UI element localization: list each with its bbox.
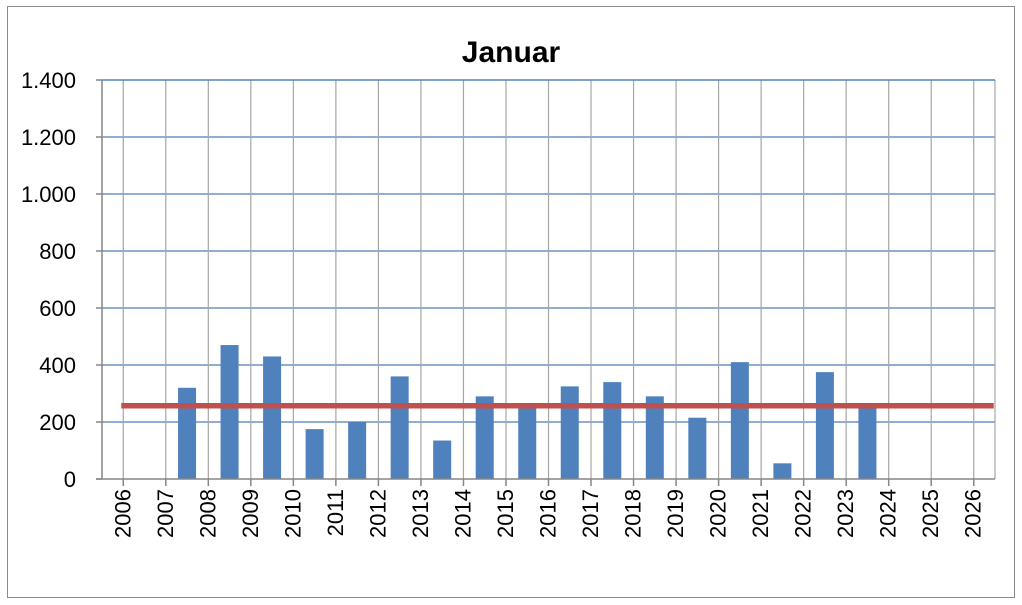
x-tick-label: 2023 xyxy=(833,489,858,538)
y-tick-label: 800 xyxy=(39,239,76,264)
x-tick-label: 2013 xyxy=(408,489,433,538)
x-tick-label: 2025 xyxy=(918,489,943,538)
y-tick-label: 600 xyxy=(39,296,76,321)
x-tick-label: 2017 xyxy=(578,489,603,538)
bar-2014 xyxy=(475,396,494,479)
chart-title: Januar xyxy=(462,36,561,69)
y-tick-label: 1.000 xyxy=(21,182,76,207)
x-tick-label: 2014 xyxy=(450,489,475,538)
x-tick-label: 2020 xyxy=(706,489,731,538)
bar-2008 xyxy=(220,345,239,479)
bar-2007 xyxy=(178,387,197,479)
bar-2013 xyxy=(433,440,452,479)
bar-2011 xyxy=(348,422,367,479)
y-tick-label: 1.400 xyxy=(21,68,76,93)
x-tick-label: 2021 xyxy=(748,489,773,538)
bar-2009 xyxy=(263,356,282,479)
x-tick-label: 2016 xyxy=(536,489,561,538)
bar-2016 xyxy=(560,386,579,479)
y-tick-label: 0 xyxy=(64,467,76,492)
bar-2021 xyxy=(773,463,792,479)
y-tick-label: 1.200 xyxy=(21,125,76,150)
bar-2017 xyxy=(603,382,622,479)
x-tick-label: 2006 xyxy=(110,489,135,538)
x-tick-label: 2011 xyxy=(323,489,348,536)
x-tick-label: 2026 xyxy=(961,489,986,538)
axes xyxy=(96,79,996,480)
bar-2020 xyxy=(730,362,749,479)
bar-2022 xyxy=(815,372,834,479)
x-axis-ticks: 2006 2007 2008 2009 2010 2011 2012 2013 2014 2015… xyxy=(110,479,986,538)
y-axis-ticks: 0 200 400 600 800 1.000 1.200 1.400 xyxy=(21,68,102,492)
bar-2019 xyxy=(688,417,707,479)
x-tick-label: 2018 xyxy=(621,489,646,538)
chart-frame xyxy=(7,6,1015,598)
x-tick-label: 2008 xyxy=(195,489,220,538)
bar-2015 xyxy=(518,406,537,479)
y-tick-label: 200 xyxy=(39,410,76,435)
y-tick-label: 400 xyxy=(39,353,76,378)
x-tick-label: 2009 xyxy=(238,489,263,538)
x-tick-label: 2015 xyxy=(493,489,518,538)
x-tick-label: 2007 xyxy=(153,489,178,538)
x-tick-label: 2022 xyxy=(791,489,816,538)
bar-2023 xyxy=(858,406,877,479)
bar-2010 xyxy=(305,429,324,479)
x-tick-label: 2010 xyxy=(280,489,305,538)
bar-2018 xyxy=(645,396,664,479)
bar-2012 xyxy=(390,376,409,479)
x-tick-label: 2019 xyxy=(663,489,688,538)
x-tick-label: 2024 xyxy=(876,489,901,538)
x-tick-label: 2012 xyxy=(365,489,390,538)
